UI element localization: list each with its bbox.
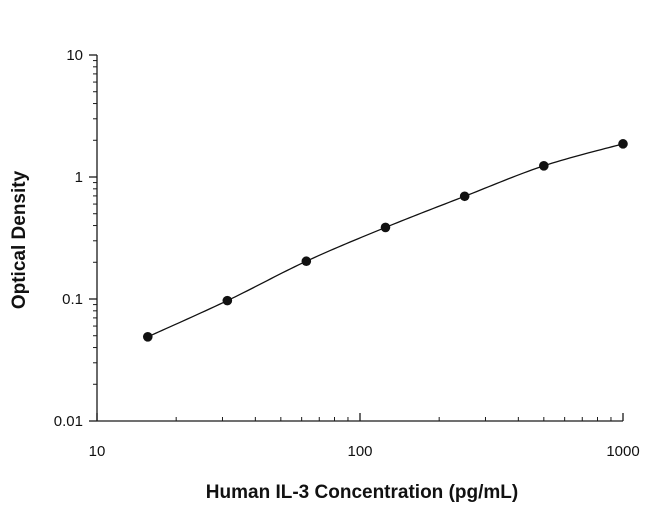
y-tick-label: 0.01 xyxy=(54,413,83,430)
y-tick-label: 1 xyxy=(75,169,83,186)
data-point xyxy=(380,222,391,233)
data-point xyxy=(618,139,628,149)
y-tick-label: 10 xyxy=(66,47,83,64)
data-point xyxy=(539,161,549,171)
y-tick-label: 0.1 xyxy=(62,291,83,308)
y-axis-tick-labels: 0.01 0.1 1 10 xyxy=(54,47,83,430)
data-point xyxy=(142,331,153,342)
x-axis-tick-labels: 10 100 1000 xyxy=(89,443,640,460)
data-points xyxy=(142,139,628,342)
x-tick-label: 100 xyxy=(347,443,372,460)
x-axis-title: Human IL-3 Concentration (pg/mL) xyxy=(206,482,518,503)
plot-area: 0.01 0.1 1 10 10 100 1000 xyxy=(54,47,640,460)
x-tick-label: 10 xyxy=(89,443,106,460)
x-axis-ticks xyxy=(96,413,624,421)
x-tick-label: 1000 xyxy=(606,443,639,460)
y-axis-title: Optical Density xyxy=(9,170,30,309)
data-point xyxy=(459,191,470,202)
data-point xyxy=(301,256,312,267)
fit-curve xyxy=(147,143,624,338)
y-axis-ticks xyxy=(89,54,97,422)
data-point xyxy=(222,295,233,306)
